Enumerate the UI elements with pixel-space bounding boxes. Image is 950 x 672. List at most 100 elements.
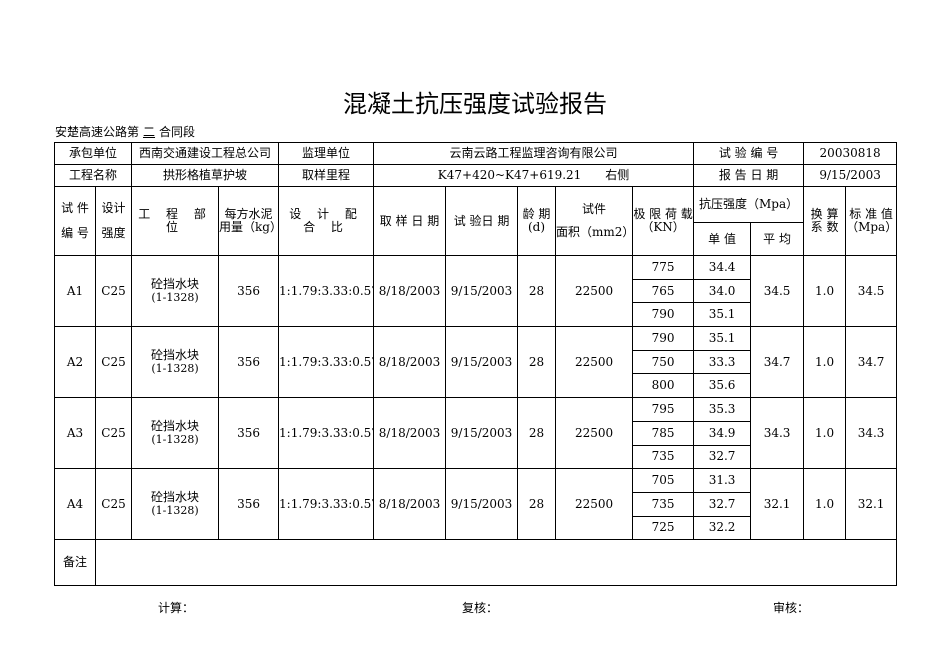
sample-date: 8/18/2003	[373, 468, 447, 541]
table-row: 785 34.9	[55, 420, 897, 446]
single-strength: 35.6	[693, 373, 752, 399]
test-no-value: 20030818	[803, 142, 898, 165]
report-date-label: 报 告 日 期	[693, 164, 805, 187]
cement-amount: 356	[218, 468, 280, 541]
col-specimen-b: 编 号	[61, 226, 89, 240]
single-strength: 32.7	[693, 444, 752, 470]
location-sub: (1-1328)	[151, 362, 199, 376]
col-test-date: 试 验日 期	[445, 186, 519, 256]
sample-date: 8/18/2003	[373, 254, 447, 328]
remarks-label: 备注	[54, 539, 96, 587]
location-sub: (1-1328)	[151, 504, 199, 518]
report-table: 承包单位 西南交通建设工程总公司 监理单位 云南云路工程监理咨询有限公司 试 验…	[53, 142, 898, 587]
specimen-id: A1	[54, 254, 96, 328]
single-strength: 32.7	[693, 491, 752, 517]
project-label: 工程名称	[53, 164, 133, 187]
table-row: 790 35.1	[55, 302, 897, 328]
table-row: A4 C25 砼挡水块 (1-1328) 356 1:1.79:3.33:0.57 8/18…	[54, 468, 898, 541]
design-grade: C25	[94, 397, 133, 470]
area: 22500	[555, 397, 634, 470]
area: 22500	[555, 326, 634, 399]
specimen-id: A4	[54, 468, 96, 541]
single-strength: 33.3	[693, 349, 752, 375]
std-value: 34.5	[845, 254, 898, 328]
col-age: 龄 期(d)	[517, 186, 557, 256]
table-row: A3 C25 砼挡水块 (1-1328) 356 1:1.79:3.33:0.57 8/18…	[54, 397, 898, 470]
std-value: 34.3	[845, 397, 898, 470]
test-date: 9/15/2003	[445, 468, 519, 541]
col-design: 设计 强度	[94, 186, 133, 256]
load-value: 790	[632, 326, 695, 351]
contract-section: 安楚高速公路第二合同段	[55, 123, 195, 140]
section-prefix: 安楚高速公路第	[55, 125, 140, 139]
mix-ratio: 1:1.79:3.33:0.57	[278, 326, 375, 399]
age: 28	[517, 397, 557, 470]
single-strength: 34.4	[693, 255, 752, 280]
load-value: 735	[632, 491, 695, 517]
avg-strength: 32.1	[750, 468, 805, 541]
section-suffix: 合同段	[159, 125, 196, 139]
col-factor: 换 算 系 数	[803, 186, 847, 256]
table-row: 735 32.7	[55, 491, 897, 517]
load-value: 775	[632, 255, 695, 280]
table-row: 765 34.0	[55, 278, 897, 304]
single-strength: 35.3	[693, 397, 752, 422]
single-strength: 34.9	[693, 420, 752, 446]
location-cell: 砼挡水块 (1-1328)	[131, 254, 220, 328]
col-cement: 每方水泥用量（kg）	[218, 186, 280, 256]
factor: 1.0	[803, 254, 847, 328]
table-row: 735 32.7	[55, 444, 897, 470]
single-strength: 34.0	[693, 278, 752, 304]
col-avg: 平 均	[750, 222, 805, 256]
test-date: 9/15/2003	[445, 254, 519, 328]
location: 砼挡水块	[151, 419, 200, 434]
cement-amount: 356	[218, 397, 280, 470]
project-value: 拱形格植草护坡	[131, 164, 280, 187]
contractor-label: 承包单位	[53, 142, 133, 165]
specimen-id: A2	[54, 326, 96, 399]
factor: 1.0	[803, 468, 847, 541]
table-row: A2 C25 砼挡水块 (1-1328) 356 1:1.79:3.33:0.57 8/18…	[54, 326, 898, 399]
col-single: 单 值	[693, 222, 752, 256]
single-strength: 31.3	[693, 468, 752, 493]
factor: 1.0	[803, 397, 847, 470]
load-value: 705	[632, 468, 695, 493]
test-date: 9/15/2003	[445, 326, 519, 399]
sample-date: 8/18/2003	[373, 397, 447, 470]
cement-amount: 356	[218, 326, 280, 399]
cement-amount: 356	[218, 254, 280, 328]
load-value: 750	[632, 349, 695, 375]
load-value: 725	[632, 515, 695, 541]
audit-label: 审核：	[773, 601, 810, 615]
col-area-a: 试件	[582, 202, 607, 216]
remarks-value	[94, 539, 898, 587]
mix-ratio: 1:1.79:3.33:0.57	[278, 254, 375, 328]
single-strength: 35.1	[693, 302, 752, 328]
col-design-b: 强度	[101, 226, 126, 240]
avg-strength: 34.7	[750, 326, 805, 399]
page-title: 混凝土抗压强度试验报告	[343, 90, 607, 118]
load-value: 765	[632, 278, 695, 304]
table-row: 800 35.6	[55, 373, 897, 399]
col-specimen-a: 试 件	[61, 201, 89, 215]
age: 28	[517, 326, 557, 399]
design-grade: C25	[94, 468, 133, 541]
area: 22500	[555, 468, 634, 541]
load-value: 735	[632, 444, 695, 470]
test-no-label: 试 验 编 号	[693, 142, 805, 165]
col-load: 极 限 荷 载（KN）	[632, 186, 695, 256]
report-date-value: 9/15/2003	[803, 164, 898, 187]
supervisor-label: 监理单位	[278, 142, 375, 165]
mileage-value: K47+420~K47+619.21 右侧	[373, 164, 695, 187]
age: 28	[517, 254, 557, 328]
factor: 1.0	[803, 326, 847, 399]
location-cell: 砼挡水块 (1-1328)	[131, 326, 220, 399]
col-mix: 设 计 配 合 比	[278, 186, 375, 256]
single-strength: 35.1	[693, 326, 752, 351]
std-value: 34.7	[845, 326, 898, 399]
location-sub: (1-1328)	[151, 291, 199, 305]
table-row: 725 32.2	[55, 515, 897, 541]
col-strength: 抗压强度（Mpa）	[693, 186, 805, 223]
location-cell: 砼挡水块 (1-1328)	[131, 468, 220, 541]
load-value: 785	[632, 420, 695, 446]
